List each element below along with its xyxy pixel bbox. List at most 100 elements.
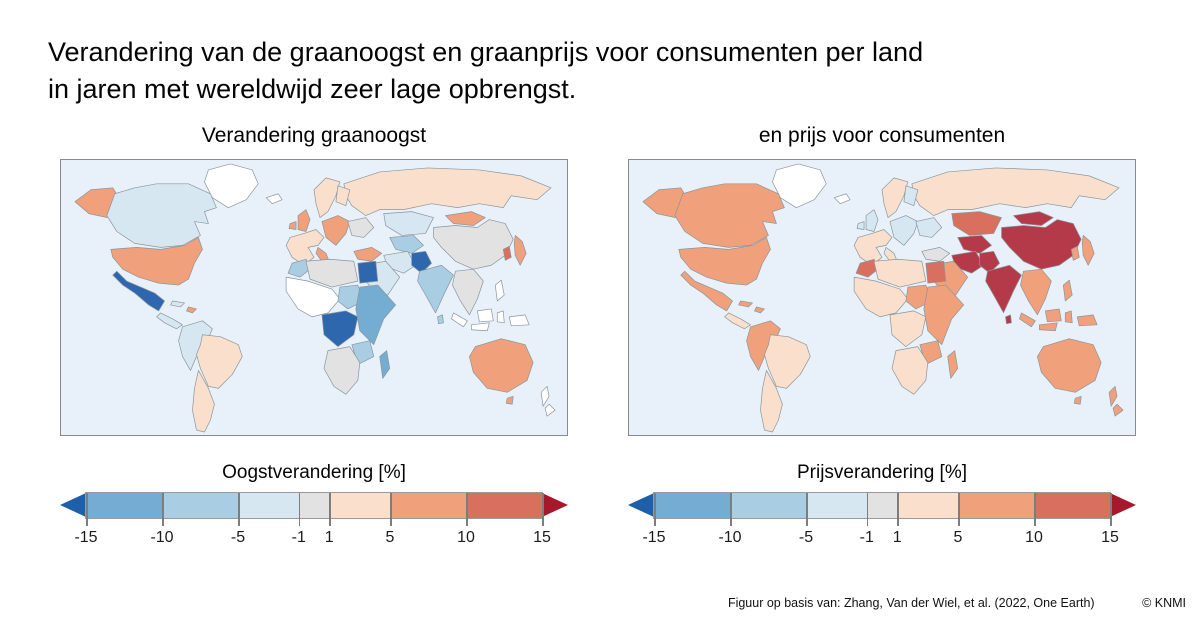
colorbar-tick-label: 5 <box>385 529 395 546</box>
colorbar-tick <box>806 493 808 526</box>
price-legend-title: Prijsverandering [%] <box>796 462 968 483</box>
region-mongolia <box>445 211 486 226</box>
region-central-america <box>724 312 751 330</box>
colorbar-tick <box>654 493 656 526</box>
region-nz <box>1108 386 1124 417</box>
colorbar-segment <box>329 493 390 518</box>
knmi-copyright: © KNMI <box>1142 596 1186 610</box>
price-world-map <box>628 159 1136 436</box>
price-colorbar: -15 -10 -5 -1 1 5 10 15 <box>628 492 1136 555</box>
colorbar-tick-label: -10 <box>718 529 742 546</box>
region-mexico <box>680 270 733 312</box>
region-java <box>471 322 490 332</box>
region-cuba <box>738 300 753 308</box>
region-philippines <box>494 279 505 302</box>
region-central-asia <box>957 235 992 254</box>
region-hispaniola <box>186 306 197 314</box>
harvest-map-section: Verandering graanoogst <box>60 124 568 436</box>
colorbar-segment <box>729 493 806 518</box>
colorbar-tick-label: -10 <box>150 529 174 546</box>
region-morocco <box>855 258 879 278</box>
colorbar-segment <box>654 493 730 518</box>
region-turkey <box>353 247 383 262</box>
region-sri-lanka <box>437 314 444 325</box>
region-west-africa <box>853 276 909 318</box>
region-egypt <box>357 260 379 284</box>
colorbar-body <box>85 492 543 519</box>
region-russia <box>911 167 1120 216</box>
colorbar-tick <box>866 493 869 526</box>
colorbar-segment <box>298 493 330 518</box>
colorbar-tick-label: -1 <box>291 529 306 546</box>
region-philippines <box>1062 279 1073 302</box>
colorbar-arrow-right <box>1110 493 1136 517</box>
price-map-subtitle: en prijs voor consumenten <box>758 124 1006 147</box>
price-legend: Prijsverandering [%] -15 -10 -5 -1 1 5 10 15 <box>628 462 1136 555</box>
region-se-asia <box>452 268 484 316</box>
region-west-europe <box>285 229 325 266</box>
region-india <box>417 264 454 314</box>
colorbar-tick <box>1034 493 1036 526</box>
colorbar-arrow-right <box>542 493 568 517</box>
region-sri-lanka <box>1005 314 1012 325</box>
figure-footer: Figuur op basis van: Zhang, Van der Wiel… <box>728 596 1186 610</box>
colorbar-tick <box>390 493 392 526</box>
region-new-guinea <box>508 314 530 327</box>
colorbar-arrow-left <box>60 493 86 517</box>
colorbar-tick <box>1110 493 1112 526</box>
colorbar-segment <box>237 493 299 518</box>
colorbar-tick <box>86 493 88 526</box>
region-east-europe <box>889 215 919 246</box>
harvest-map-subtitle: Verandering graanoogst <box>201 124 427 147</box>
figure-title-line1: Verandering van de graanoogst en graanpr… <box>48 37 924 67</box>
colorbar-segment <box>161 493 238 518</box>
region-pakistan <box>979 250 1000 274</box>
colorbar-tick-label: 5 <box>953 529 963 546</box>
region-sulawesi <box>496 310 505 324</box>
colorbar-segment <box>897 493 958 518</box>
region-korea <box>502 246 512 261</box>
region-southern-cone <box>192 370 215 433</box>
region-andes <box>178 320 213 371</box>
region-ireland <box>288 221 297 230</box>
colorbar-tick <box>238 493 240 526</box>
colorbar-segment <box>389 493 466 518</box>
region-algeria-libya <box>873 258 927 288</box>
region-india <box>985 264 1022 314</box>
colorbar-tick <box>466 493 468 526</box>
region-greenland <box>772 163 827 209</box>
region-uk <box>297 209 311 232</box>
colorbar-tick-label: 15 <box>1101 529 1119 546</box>
region-southern-cone <box>760 370 783 433</box>
region-west-europe <box>853 229 893 266</box>
region-east-africa <box>923 284 965 346</box>
colorbar-tick-label: -15 <box>74 529 98 546</box>
harvest-legend-title: Oogstverandering [%] <box>222 462 406 483</box>
region-central-africa <box>321 310 359 347</box>
region-borneo <box>477 308 494 323</box>
colorbar-segment <box>86 493 162 518</box>
region-japan <box>1081 235 1095 266</box>
colorbar-segment <box>866 493 898 518</box>
region-morocco <box>287 258 311 278</box>
region-southern-africa <box>323 346 361 395</box>
region-china <box>433 219 514 270</box>
region-pakistan <box>411 250 432 274</box>
region-mongolia <box>1013 211 1054 226</box>
region-australia <box>1037 338 1102 393</box>
colorbar-body <box>653 492 1111 519</box>
region-canada <box>106 183 217 248</box>
colorbar-tick <box>958 493 960 526</box>
region-ireland <box>856 221 865 230</box>
colorbar-tick-label: -15 <box>642 529 666 546</box>
region-hispaniola <box>754 306 765 314</box>
colorbar-tick-label: 10 <box>1025 529 1043 546</box>
region-sumatra <box>451 312 468 328</box>
region-mexico <box>112 270 165 312</box>
price-map-section: en prijs voor consumenten <box>628 124 1136 436</box>
colorbar-tick-label: 1 <box>324 529 334 546</box>
colorbar-tick-label: 10 <box>457 529 475 546</box>
colorbar-segment <box>957 493 1034 518</box>
colorbar-tick-label: 15 <box>533 529 551 546</box>
region-kazakhstan <box>383 211 434 236</box>
